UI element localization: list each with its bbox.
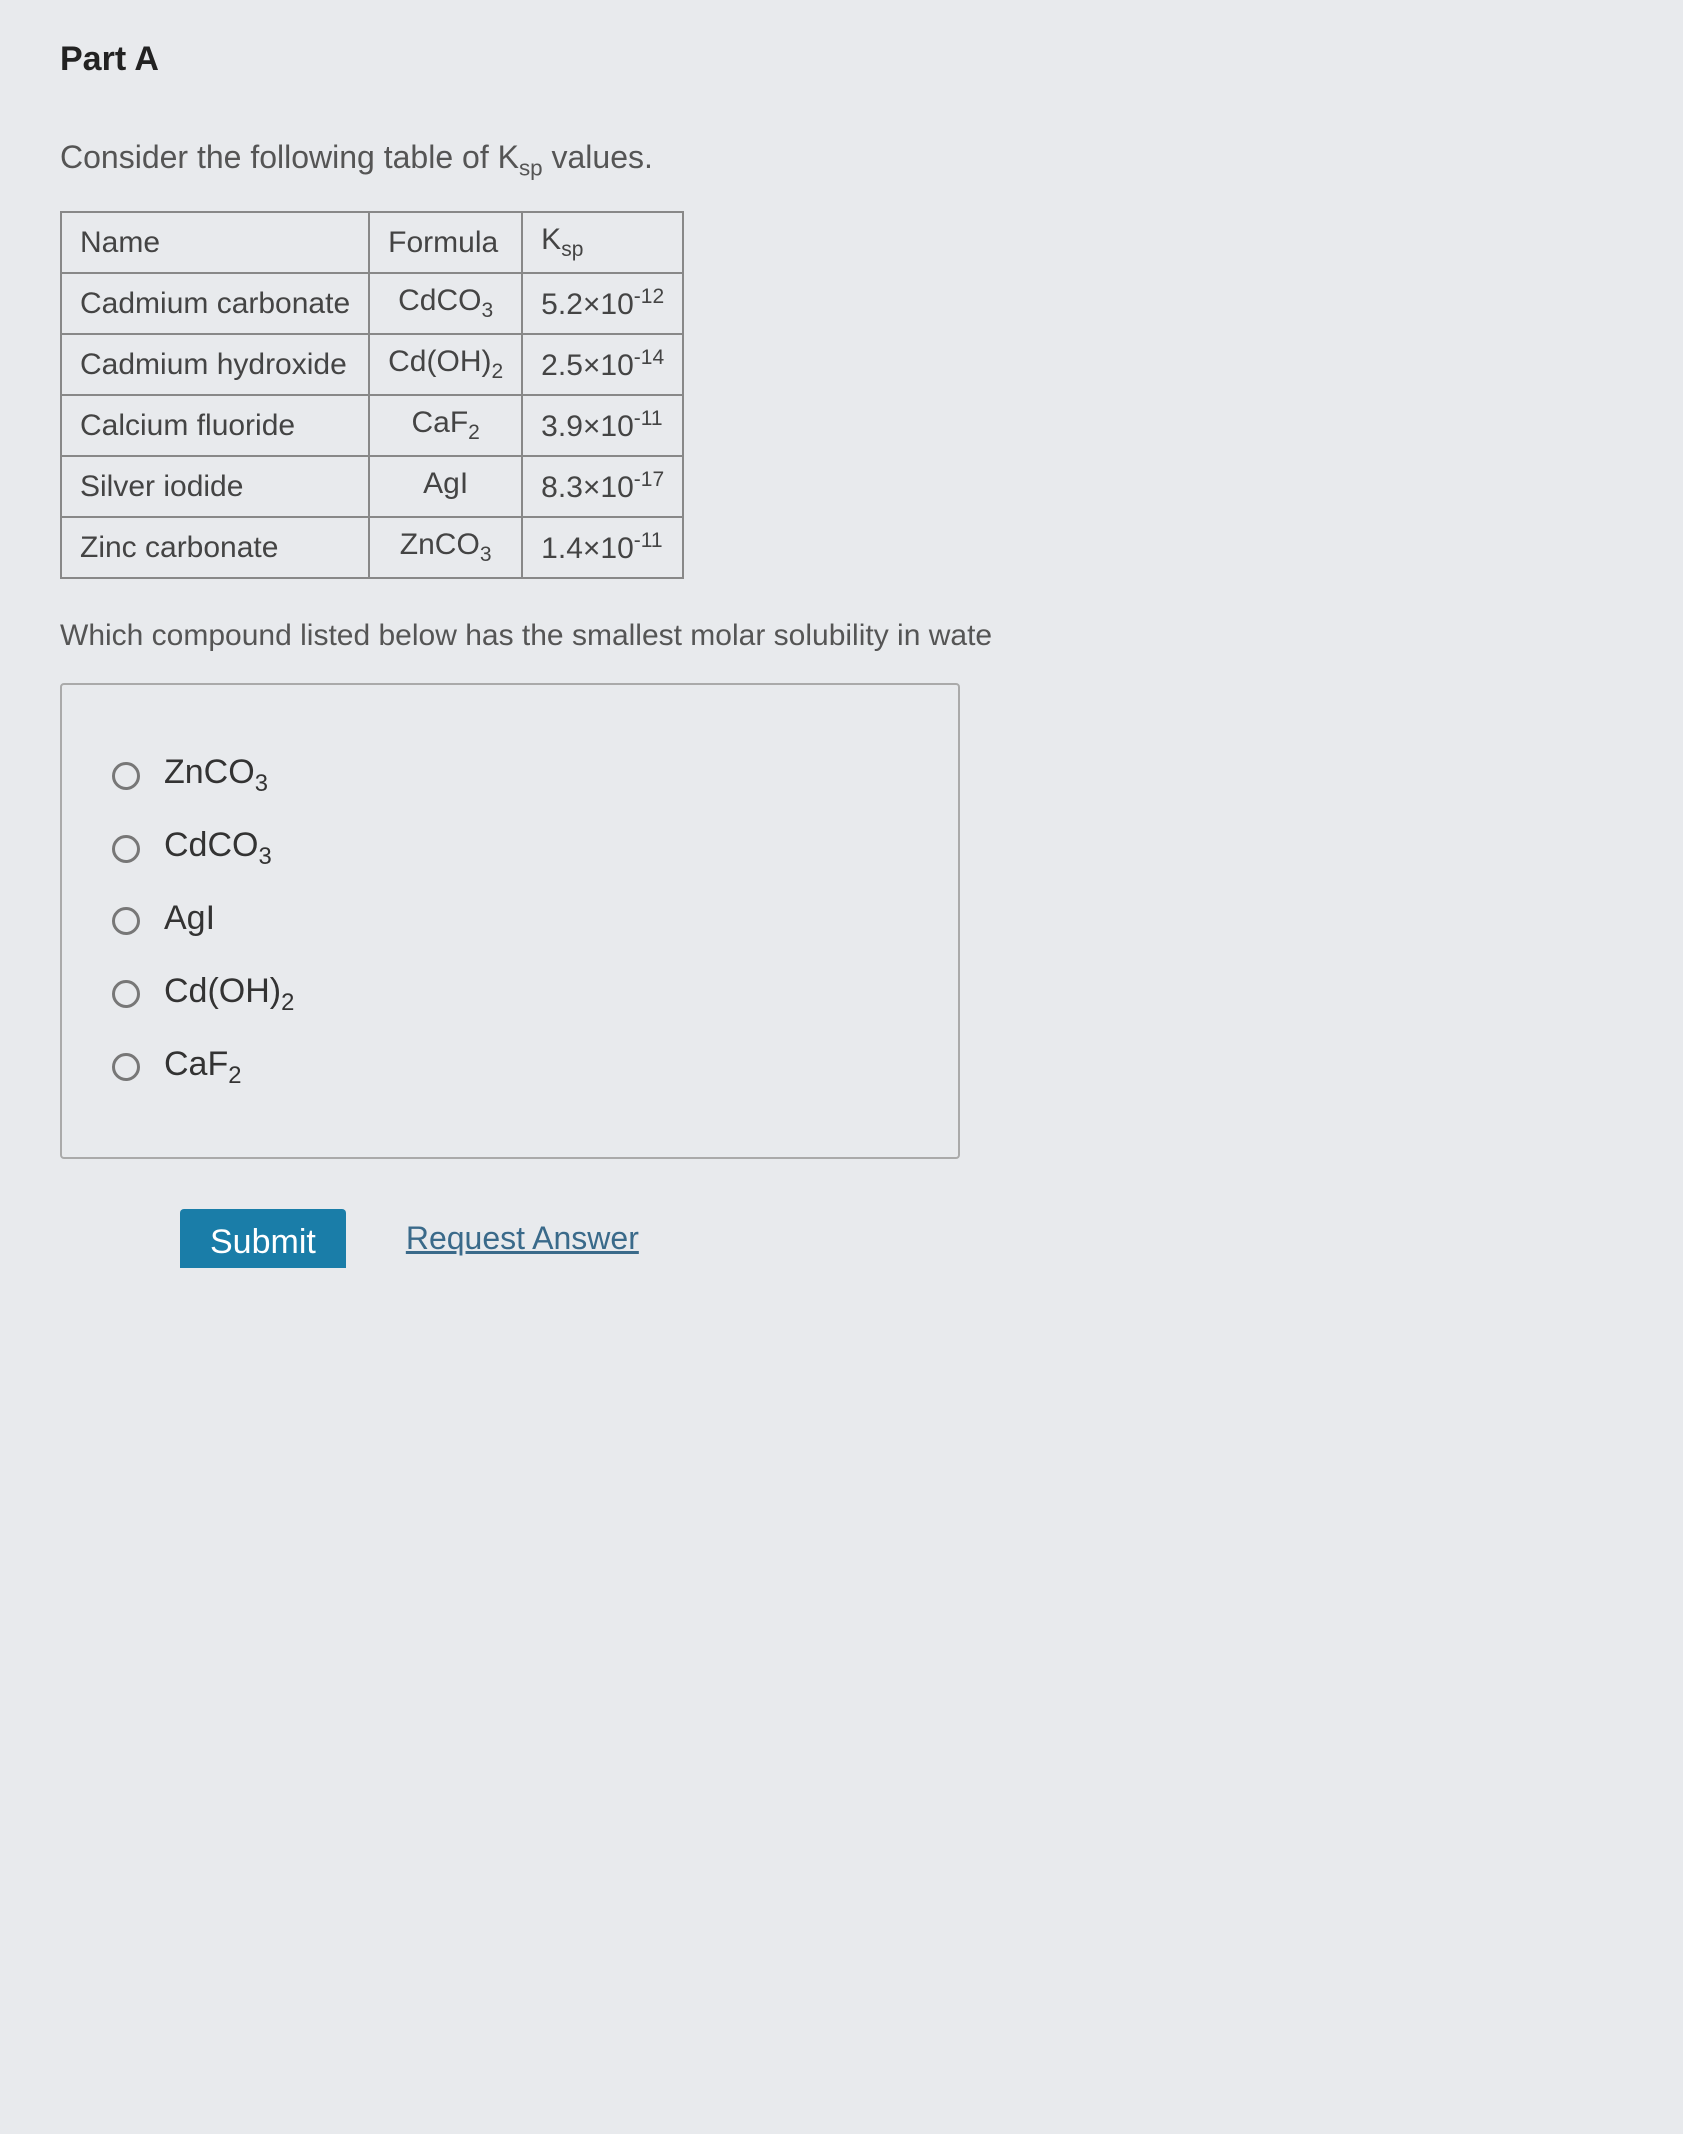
radio-icon[interactable] bbox=[112, 762, 140, 790]
table-row: Cadmium hydroxide Cd(OH)2 2.5×10-14 bbox=[61, 334, 683, 395]
radio-icon[interactable] bbox=[112, 907, 140, 935]
cell-formula: AgI bbox=[369, 456, 522, 517]
option-agi[interactable]: AgI bbox=[112, 899, 908, 944]
option-cdoh2[interactable]: Cd(OH)2 bbox=[112, 972, 908, 1017]
option-label: CaF2 bbox=[164, 1045, 241, 1090]
ksp-coef: 3.9 bbox=[541, 410, 583, 443]
formula-base: ZnCO bbox=[400, 528, 480, 561]
question-text: Which compound listed below has the smal… bbox=[60, 619, 1623, 653]
ksp-exp: -11 bbox=[634, 407, 663, 430]
option-cdco3[interactable]: CdCO3 bbox=[112, 826, 908, 871]
table-header-row: Name Formula Ksp bbox=[61, 212, 683, 273]
cell-name: Cadmium hydroxide bbox=[61, 334, 369, 395]
cell-ksp: 5.2×10-12 bbox=[522, 273, 683, 334]
option-caf2[interactable]: CaF2 bbox=[112, 1045, 908, 1090]
option-label: CdCO3 bbox=[164, 826, 272, 871]
cell-formula: Cd(OH)2 bbox=[369, 334, 522, 395]
option-sub: 3 bbox=[255, 770, 268, 797]
prompt-suffix: values. bbox=[543, 139, 653, 175]
cell-ksp: 2.5×10-14 bbox=[522, 334, 683, 395]
table-row: Calcium fluoride CaF2 3.9×10-11 bbox=[61, 395, 683, 456]
options-group: ZnCO3 CdCO3 AgI Cd(OH)2 CaF2 bbox=[60, 683, 960, 1159]
submit-button[interactable]: Submit bbox=[180, 1209, 346, 1268]
header-ksp: Ksp bbox=[522, 212, 683, 273]
ksp-table: Name Formula Ksp Cadmium carbonate CdCO3… bbox=[60, 211, 684, 579]
option-base: ZnCO bbox=[164, 753, 255, 791]
formula-base: CdCO bbox=[398, 284, 481, 317]
cell-name: Calcium fluoride bbox=[61, 395, 369, 456]
option-label: ZnCO3 bbox=[164, 753, 268, 798]
request-answer-link[interactable]: Request Answer bbox=[406, 1220, 639, 1257]
cell-ksp: 8.3×10-17 bbox=[522, 456, 683, 517]
cell-ksp: 1.4×10-11 bbox=[522, 517, 683, 578]
radio-icon[interactable] bbox=[112, 1053, 140, 1081]
cell-formula: CaF2 bbox=[369, 395, 522, 456]
header-ksp-sub: sp bbox=[561, 238, 583, 261]
option-znco3[interactable]: ZnCO3 bbox=[112, 753, 908, 798]
option-base: Cd(OH) bbox=[164, 972, 281, 1010]
formula-base: AgI bbox=[423, 467, 468, 500]
ksp-exp: -17 bbox=[634, 468, 664, 491]
formula-sub: 3 bbox=[481, 299, 493, 322]
ksp-exp: -14 bbox=[634, 346, 664, 369]
ksp-exp: -11 bbox=[634, 529, 663, 552]
option-sub: 3 bbox=[258, 843, 271, 870]
header-name: Name bbox=[61, 212, 369, 273]
table-row: Cadmium carbonate CdCO3 5.2×10-12 bbox=[61, 273, 683, 334]
cell-name: Silver iodide bbox=[61, 456, 369, 517]
ksp-coef: 5.2 bbox=[541, 288, 583, 321]
prompt-text: Consider the following table of Ksp valu… bbox=[60, 139, 1623, 181]
prompt-symbol-sub: sp bbox=[519, 155, 543, 180]
option-sub: 2 bbox=[281, 989, 294, 1016]
table-row: Silver iodide AgI 8.3×10-17 bbox=[61, 456, 683, 517]
header-formula: Formula bbox=[369, 212, 522, 273]
table-row: Zinc carbonate ZnCO3 1.4×10-11 bbox=[61, 517, 683, 578]
formula-sub: 3 bbox=[480, 543, 492, 566]
cell-formula: ZnCO3 bbox=[369, 517, 522, 578]
ksp-coef: 2.5 bbox=[541, 349, 583, 382]
option-base: CaF bbox=[164, 1045, 228, 1083]
option-base: CdCO bbox=[164, 826, 258, 864]
option-sub: 2 bbox=[228, 1061, 241, 1088]
option-label: AgI bbox=[164, 899, 215, 944]
part-label: Part A bbox=[60, 40, 1623, 79]
prompt-symbol-base: K bbox=[498, 139, 519, 175]
ksp-coef: 8.3 bbox=[541, 471, 583, 504]
prompt-prefix: Consider the following table of bbox=[60, 139, 498, 175]
actions-row: Submit Request Answer bbox=[180, 1209, 1623, 1268]
formula-sub: 2 bbox=[491, 360, 503, 383]
radio-icon[interactable] bbox=[112, 980, 140, 1008]
ksp-exp: -12 bbox=[634, 285, 664, 308]
option-label: Cd(OH)2 bbox=[164, 972, 294, 1017]
header-ksp-base: K bbox=[541, 223, 561, 256]
radio-icon[interactable] bbox=[112, 835, 140, 863]
cell-name: Zinc carbonate bbox=[61, 517, 369, 578]
formula-base: Cd(OH) bbox=[388, 345, 491, 378]
formula-sub: 2 bbox=[468, 421, 480, 444]
cell-name: Cadmium carbonate bbox=[61, 273, 369, 334]
ksp-coef: 1.4 bbox=[541, 532, 583, 565]
option-base: AgI bbox=[164, 899, 215, 937]
formula-base: CaF bbox=[411, 406, 468, 439]
cell-ksp: 3.9×10-11 bbox=[522, 395, 683, 456]
cell-formula: CdCO3 bbox=[369, 273, 522, 334]
